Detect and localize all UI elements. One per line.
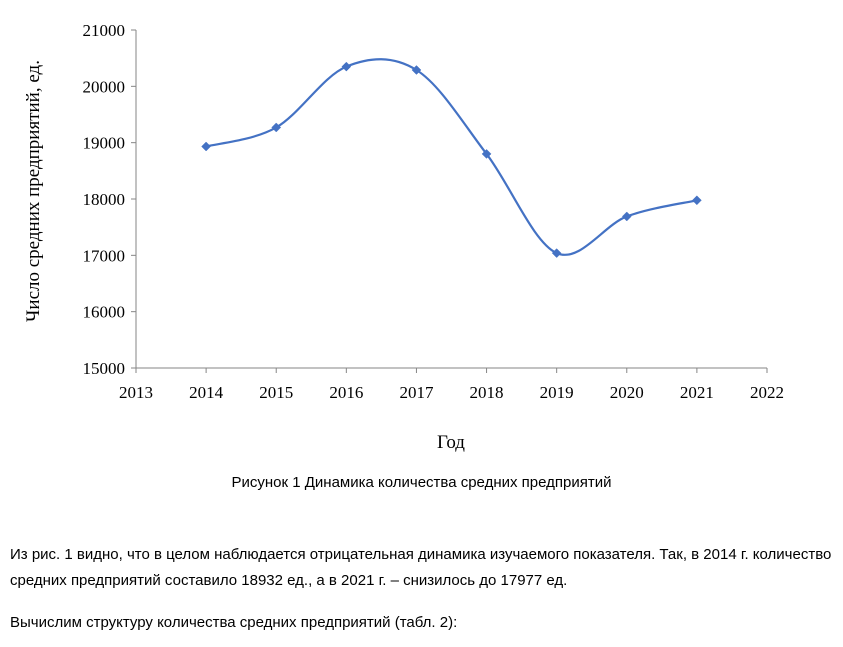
- chart-ticks: 15000 16000 17000 18000 19000 20000 21000 2013 2…: [83, 21, 785, 402]
- x-tick-label: 2014: [189, 383, 224, 402]
- line-chart: 15000 16000 17000 18000 19000 20000 21000 2013 2…: [23, 21, 785, 453]
- chart-plot: [201, 58, 702, 258]
- figure-caption: Рисунок 1 Динамика количества средних пр…: [231, 474, 612, 491]
- x-tick-label: 2021: [680, 383, 714, 402]
- y-tick-label: 18000: [83, 190, 126, 209]
- series-line: [205, 58, 698, 256]
- x-tick-label: 2022: [750, 383, 784, 402]
- body-paragraph: Вычислим структуру количества средних пр…: [10, 614, 458, 631]
- x-tick-label: 2016: [329, 383, 363, 402]
- y-tick-label: 16000: [83, 303, 126, 322]
- data-point-marker: [201, 141, 211, 152]
- data-point-marker: [411, 65, 422, 75]
- y-tick-label: 17000: [83, 246, 126, 265]
- x-tick-label: 2019: [540, 383, 574, 402]
- chart-axes: [135, 30, 767, 369]
- x-tick-label: 2015: [259, 383, 293, 402]
- y-tick-label: 19000: [83, 134, 126, 153]
- y-tick-label: 20000: [83, 77, 126, 96]
- data-point-marker: [692, 195, 702, 206]
- data-point-marker: [341, 61, 352, 72]
- data-point-marker: [271, 122, 282, 133]
- data-point-marker: [481, 149, 492, 159]
- x-axis-title: Год: [437, 432, 465, 453]
- y-tick-label: 15000: [83, 359, 126, 378]
- data-point-marker: [551, 248, 562, 258]
- body-paragraph: Из рис. 1 видно, что в целом наблюдается…: [10, 546, 832, 589]
- x-tick-label: 2013: [119, 383, 153, 402]
- y-axis-title: Число средних предприятий, ед.: [23, 60, 44, 322]
- x-tick-label: 2020: [610, 383, 644, 402]
- y-tick-label: 21000: [83, 21, 126, 40]
- x-tick-label: 2018: [470, 383, 504, 402]
- data-point-marker: [621, 211, 632, 222]
- x-tick-label: 2017: [399, 383, 434, 402]
